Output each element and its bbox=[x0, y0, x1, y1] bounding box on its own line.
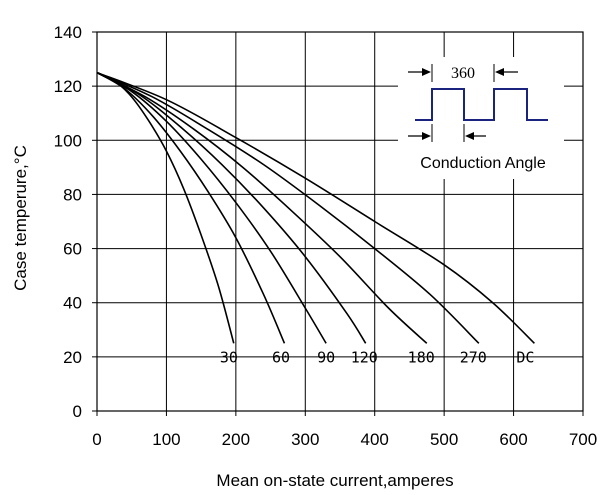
curve-label-60: 60 bbox=[272, 348, 290, 366]
x-tick-label: 0 bbox=[92, 430, 101, 449]
y-tick-label: 40 bbox=[63, 294, 82, 313]
curve-labels: 30 60 90 120 180 270 DC bbox=[220, 348, 535, 366]
curve-label-120: 120 bbox=[351, 348, 378, 366]
series-line-90 bbox=[96, 71, 327, 344]
x-tick-label: 600 bbox=[499, 430, 527, 449]
series-line-dc bbox=[96, 71, 535, 344]
y-axis-title: Case temperure,°C bbox=[11, 145, 30, 291]
y-tick-label: 0 bbox=[73, 402, 82, 421]
y-tick-label: 80 bbox=[63, 185, 82, 204]
x-tick-label: 100 bbox=[152, 430, 180, 449]
x-tick-label: 300 bbox=[291, 430, 319, 449]
inset-bottom-arrowhead-left bbox=[422, 132, 431, 140]
tick-labels: 0 100 200 300 400 500 600 700 0 20 40 60 80 100 120 140 bbox=[54, 23, 598, 449]
x-axis-title: Mean on-state current,amperes bbox=[216, 471, 453, 490]
curve-label-30: 30 bbox=[220, 348, 238, 366]
curve-label-180: 180 bbox=[408, 348, 435, 366]
inset-top-label: 360 bbox=[451, 65, 475, 82]
series-line-60 bbox=[96, 71, 286, 344]
series-line-180 bbox=[96, 71, 428, 344]
x-tick-label: 400 bbox=[361, 430, 389, 449]
y-tick-label: 120 bbox=[54, 77, 82, 96]
plot-frame bbox=[96, 31, 584, 412]
x-tick-label: 700 bbox=[569, 430, 597, 449]
series-line-270 bbox=[96, 71, 480, 344]
x-tick-label: 500 bbox=[430, 430, 458, 449]
inset-bottom-label: Conduction Angle bbox=[420, 155, 546, 172]
inset-bottom-arrowhead-right bbox=[465, 132, 474, 140]
series-line-120 bbox=[96, 71, 367, 344]
conduction-waveform bbox=[415, 88, 548, 121]
y-tick-label: 100 bbox=[54, 131, 82, 150]
conduction-angle-inset: 360 Conduction Angle bbox=[398, 57, 564, 179]
inset-top-arrowhead-right bbox=[495, 68, 504, 76]
y-tick-label: 140 bbox=[54, 23, 82, 42]
x-tick-label: 200 bbox=[222, 430, 250, 449]
curve-label-90: 90 bbox=[317, 348, 335, 366]
axes bbox=[92, 31, 584, 416]
curve-label-dc: DC bbox=[516, 348, 534, 366]
inset-top-arrowhead-left bbox=[422, 68, 431, 76]
y-tick-label: 20 bbox=[63, 348, 82, 367]
inset-background bbox=[398, 57, 564, 179]
curve-label-270: 270 bbox=[460, 348, 487, 366]
series-group bbox=[96, 71, 535, 344]
y-tick-label: 60 bbox=[63, 240, 82, 259]
